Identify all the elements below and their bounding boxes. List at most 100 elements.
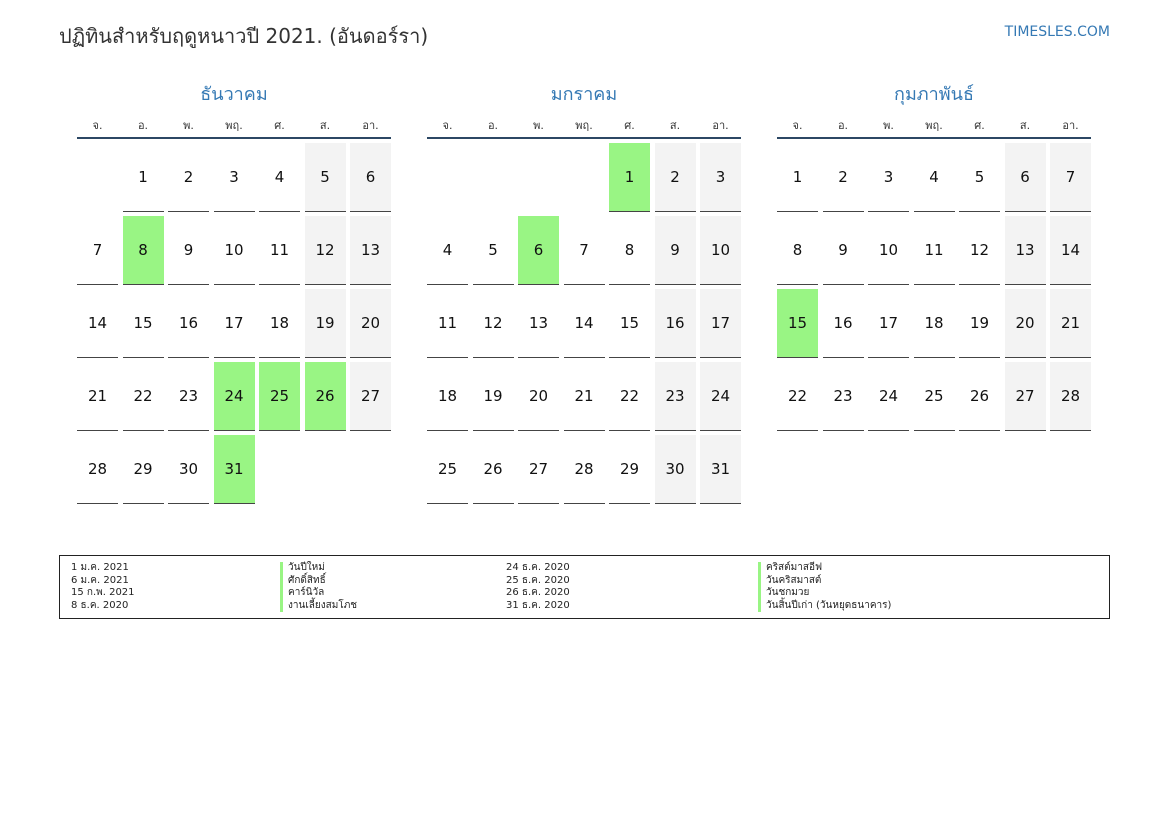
day-cell[interactable]: 15 <box>609 289 650 358</box>
day-cell[interactable]: 6 <box>1004 143 1046 212</box>
day-grid: 1 2 3 4 5 6 7 8 9 10 11 12 13 14 15 16 17 18 19 20 21 22 23 24 2… <box>427 143 741 504</box>
day-cell[interactable]: 10 <box>213 216 255 285</box>
day-cell[interactable]: 9 <box>168 216 209 285</box>
day-cell[interactable]: 12 <box>304 216 346 285</box>
empty-cell <box>427 143 468 212</box>
day-cell[interactable]: 14 <box>1050 216 1091 285</box>
site-link[interactable]: TIMESLES.COM <box>1004 24 1110 40</box>
day-cell[interactable]: 23 <box>168 362 209 431</box>
day-cell[interactable]: 27 <box>518 435 559 504</box>
day-cell[interactable]: 19 <box>304 289 346 358</box>
day-cell[interactable]: 31 <box>700 435 741 504</box>
day-cell[interactable]: 7 <box>1050 143 1091 212</box>
day-cell[interactable]: 20 <box>518 362 559 431</box>
day-cell[interactable]: 5 <box>304 143 346 212</box>
weekday-label: ส. <box>669 119 681 132</box>
empty-cell <box>518 143 559 212</box>
day-cell[interactable]: 9 <box>654 216 696 285</box>
legend-holiday-name: คริสต์มาสอีฟ <box>766 562 823 573</box>
day-cell[interactable]: 3 <box>700 143 741 212</box>
day-cell[interactable]: 10 <box>700 216 741 285</box>
day-cell[interactable]: 7 <box>77 216 118 285</box>
day-cell[interactable]: 16 <box>654 289 696 358</box>
day-cell[interactable]: 20 <box>350 289 391 358</box>
day-cell[interactable]: 4 <box>427 216 468 285</box>
day-cell[interactable]: 24 <box>700 362 741 431</box>
day-cell[interactable]: 8 <box>777 216 818 285</box>
day-cell[interactable]: 4 <box>913 143 955 212</box>
day-cell[interactable]: 17 <box>700 289 741 358</box>
day-cell[interactable]: 28 <box>1050 362 1091 431</box>
day-cell[interactable]: 22 <box>122 362 164 431</box>
day-cell[interactable]: 13 <box>1004 216 1046 285</box>
holiday-day-cell[interactable]: 15 <box>777 289 818 358</box>
day-cell[interactable]: 29 <box>122 435 164 504</box>
day-cell[interactable]: 22 <box>777 362 818 431</box>
day-cell[interactable]: 21 <box>77 362 118 431</box>
day-cell[interactable]: 4 <box>259 143 300 212</box>
day-cell[interactable]: 23 <box>654 362 696 431</box>
month-name: มกราคม <box>550 84 618 105</box>
day-cell[interactable]: 25 <box>427 435 468 504</box>
day-cell[interactable]: 25 <box>913 362 955 431</box>
day-cell[interactable]: 23 <box>822 362 864 431</box>
day-cell[interactable]: 5 <box>472 216 514 285</box>
day-cell[interactable]: 15 <box>122 289 164 358</box>
day-cell[interactable]: 19 <box>959 289 1000 358</box>
day-cell[interactable]: 24 <box>868 362 909 431</box>
holiday-day-cell[interactable]: 24 <box>213 362 255 431</box>
day-cell[interactable]: 27 <box>1004 362 1046 431</box>
day-cell[interactable]: 13 <box>350 216 391 285</box>
day-cell[interactable]: 3 <box>213 143 255 212</box>
day-cell[interactable]: 11 <box>259 216 300 285</box>
legend-dates-col-1: 1 ม.ค. 2021 6 ม.ค. 2021 15 ก.พ. 2021 8 ธ… <box>71 562 135 612</box>
day-cell[interactable]: 20 <box>1004 289 1046 358</box>
day-cell[interactable]: 19 <box>472 362 514 431</box>
day-cell[interactable]: 26 <box>472 435 514 504</box>
day-cell[interactable]: 2 <box>822 143 864 212</box>
day-cell[interactable]: 22 <box>609 362 650 431</box>
day-cell[interactable]: 21 <box>1050 289 1091 358</box>
day-cell[interactable]: 16 <box>822 289 864 358</box>
day-cell[interactable]: 12 <box>959 216 1000 285</box>
day-cell[interactable]: 12 <box>472 289 514 358</box>
day-cell[interactable]: 16 <box>168 289 209 358</box>
day-cell[interactable]: 14 <box>77 289 118 358</box>
day-cell[interactable]: 14 <box>563 289 605 358</box>
day-cell[interactable]: 2 <box>168 143 209 212</box>
day-cell[interactable]: 1 <box>777 143 818 212</box>
day-cell[interactable]: 2 <box>654 143 696 212</box>
day-cell[interactable]: 30 <box>654 435 696 504</box>
day-cell[interactable]: 17 <box>213 289 255 358</box>
day-cell[interactable]: 18 <box>259 289 300 358</box>
day-cell[interactable]: 26 <box>959 362 1000 431</box>
day-cell[interactable]: 18 <box>427 362 468 431</box>
holiday-day-cell[interactable]: 6 <box>518 216 559 285</box>
holiday-day-cell[interactable]: 8 <box>122 216 164 285</box>
day-cell[interactable]: 30 <box>168 435 209 504</box>
day-cell[interactable]: 28 <box>77 435 118 504</box>
holiday-day-cell[interactable]: 1 <box>609 143 650 212</box>
day-cell[interactable]: 29 <box>609 435 650 504</box>
day-cell[interactable]: 13 <box>518 289 559 358</box>
day-cell[interactable]: 28 <box>563 435 605 504</box>
day-cell[interactable]: 27 <box>350 362 391 431</box>
day-cell[interactable]: 9 <box>822 216 864 285</box>
holiday-day-cell[interactable]: 31 <box>213 435 255 504</box>
day-cell[interactable]: 1 <box>122 143 164 212</box>
day-cell[interactable]: 11 <box>913 216 955 285</box>
day-cell[interactable]: 11 <box>427 289 468 358</box>
day-cell[interactable]: 10 <box>868 216 909 285</box>
day-cell[interactable]: 3 <box>868 143 909 212</box>
day-cell[interactable]: 7 <box>563 216 605 285</box>
legend-names-col-1: วันปีใหม่ ศักดิ์สิทธิ์ คาร์นิวัล งานเลี้… <box>280 562 357 612</box>
holiday-day-cell[interactable]: 26 <box>304 362 346 431</box>
day-cell[interactable]: 6 <box>350 143 391 212</box>
day-cell[interactable]: 5 <box>959 143 1000 212</box>
day-cell[interactable]: 18 <box>913 289 955 358</box>
holiday-day-cell[interactable]: 25 <box>259 362 300 431</box>
day-cell[interactable]: 21 <box>563 362 605 431</box>
day-cell[interactable]: 8 <box>609 216 650 285</box>
legend-date: 8 ธ.ค. 2020 <box>71 599 129 611</box>
day-cell[interactable]: 17 <box>868 289 909 358</box>
